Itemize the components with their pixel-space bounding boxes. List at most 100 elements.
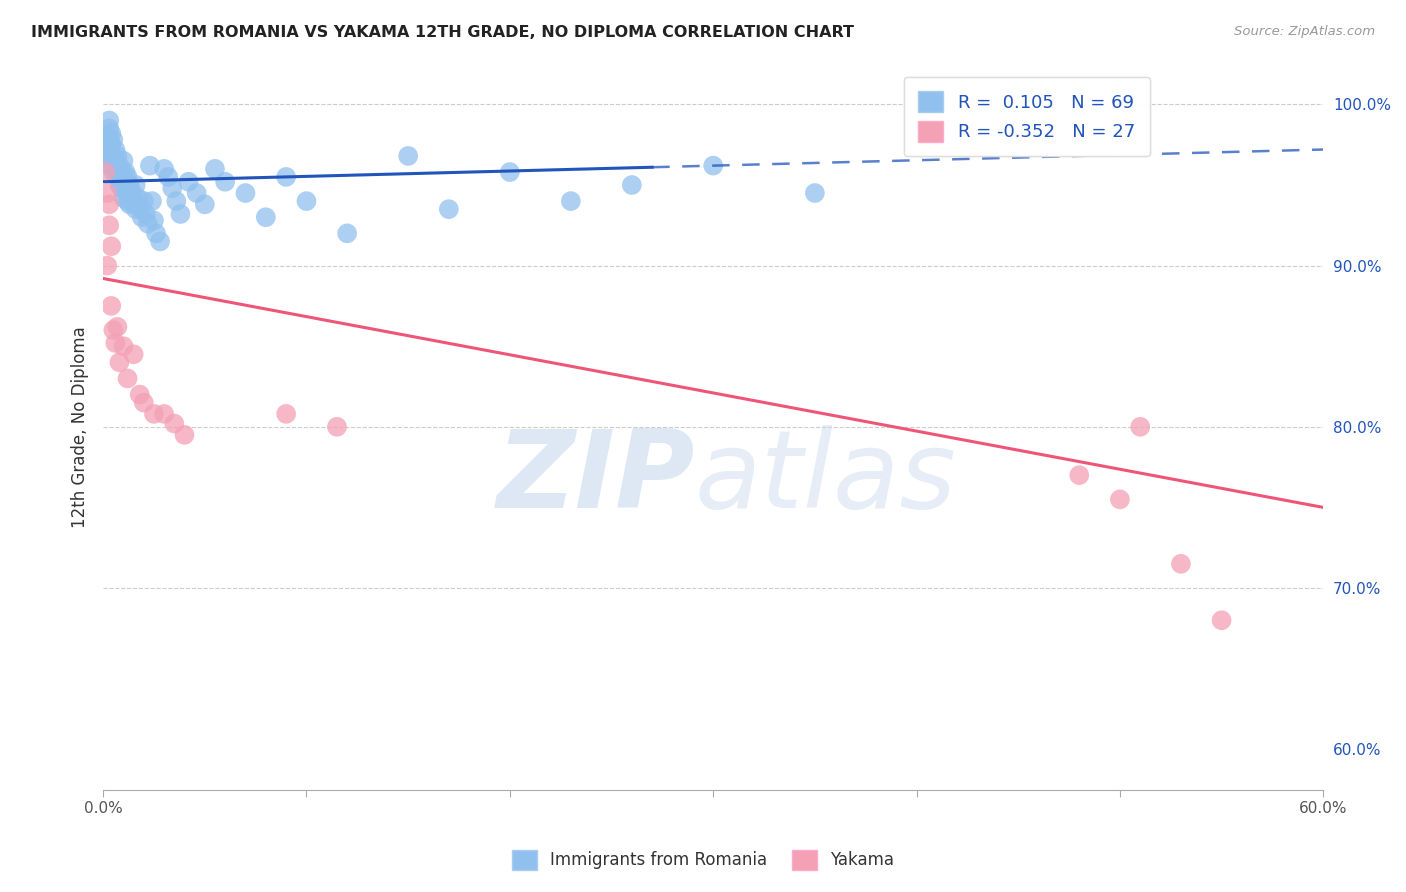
Point (105, 149, 128, 163)
Point (98, 145, 121, 160)
Point (100, 149, 122, 163)
Point (121, 185, 143, 199)
Point (276, 407, 298, 421)
Point (396, 149, 419, 163)
Point (94, 137, 117, 152)
Point (132, 194, 155, 208)
Point (214, 175, 236, 189)
Point (96, 129, 118, 144)
Point (103, 153, 125, 168)
Point (620, 178, 643, 192)
Point (560, 194, 582, 208)
Text: IMMIGRANTS FROM ROMANIA VS YAKAMA 12TH GRADE, NO DIPLOMA CORRELATION CHART: IMMIGRANTS FROM ROMANIA VS YAKAMA 12TH G… (31, 25, 853, 40)
Point (96, 186, 118, 200)
Point (177, 175, 200, 189)
Point (136, 217, 159, 231)
Point (128, 387, 150, 401)
Point (98, 113, 121, 128)
Point (112, 339, 135, 353)
Point (162, 181, 184, 195)
Text: ZIP: ZIP (496, 425, 695, 531)
Point (98, 219, 121, 233)
Point (131, 211, 153, 225)
Legend: Immigrants from Romania, Yakama: Immigrants from Romania, Yakama (505, 843, 901, 877)
Text: Source: ZipAtlas.com: Source: ZipAtlas.com (1234, 25, 1375, 38)
Point (204, 161, 226, 176)
Point (124, 202, 146, 216)
Point (157, 169, 180, 184)
Point (132, 395, 155, 409)
Point (128, 201, 150, 215)
Point (105, 319, 128, 334)
Point (108, 159, 131, 173)
Point (94, 149, 117, 163)
Point (117, 371, 139, 385)
Point (117, 194, 139, 208)
Point (153, 161, 176, 176)
Point (103, 165, 125, 179)
Point (254, 211, 277, 225)
Point (135, 207, 157, 221)
Point (702, 159, 724, 173)
Point (143, 407, 166, 421)
Point (98, 197, 121, 211)
Point (108, 178, 131, 192)
Point (112, 153, 135, 168)
Point (295, 194, 318, 208)
Point (127, 191, 149, 205)
Point (169, 207, 191, 221)
Point (122, 347, 145, 361)
Point (96, 144, 118, 158)
Point (173, 428, 195, 442)
Point (100, 239, 122, 253)
Point (139, 159, 162, 173)
Point (437, 202, 460, 216)
Point (235, 186, 257, 200)
Point (141, 194, 163, 208)
Point (96, 157, 118, 171)
Point (194, 197, 217, 211)
Point (163, 417, 186, 431)
Point (1109, 492, 1132, 507)
Point (153, 407, 176, 421)
Point (1170, 557, 1192, 571)
Point (98, 133, 121, 147)
Point (276, 169, 298, 184)
Point (143, 213, 166, 227)
Point (110, 181, 132, 195)
Point (100, 127, 122, 141)
Point (104, 161, 127, 176)
Point (122, 194, 145, 208)
Point (110, 165, 132, 179)
Point (1069, 468, 1091, 483)
Y-axis label: 12th Grade, No Diploma: 12th Grade, No Diploma (72, 326, 89, 528)
Point (118, 197, 141, 211)
Point (100, 299, 122, 313)
Point (114, 185, 136, 199)
Legend: R =  0.105   N = 69, R = -0.352   N = 27: R = 0.105 N = 69, R = -0.352 N = 27 (904, 77, 1150, 156)
Point (145, 227, 167, 241)
Point (124, 178, 146, 192)
Point (112, 191, 135, 205)
Point (112, 169, 135, 184)
Point (499, 165, 522, 179)
Point (336, 227, 359, 241)
Point (114, 165, 136, 179)
Point (326, 419, 349, 434)
Point (149, 235, 172, 249)
Point (105, 169, 128, 184)
Point (104, 335, 127, 350)
Point (186, 186, 208, 200)
Point (804, 186, 827, 200)
Point (118, 178, 141, 192)
Point (117, 169, 139, 184)
Point (108, 355, 131, 369)
Point (103, 323, 125, 337)
Point (104, 143, 127, 157)
Point (1211, 613, 1233, 627)
Text: atlas: atlas (695, 425, 956, 530)
Point (98, 121, 121, 136)
Point (165, 194, 187, 208)
Point (100, 137, 122, 152)
Point (94, 165, 117, 179)
